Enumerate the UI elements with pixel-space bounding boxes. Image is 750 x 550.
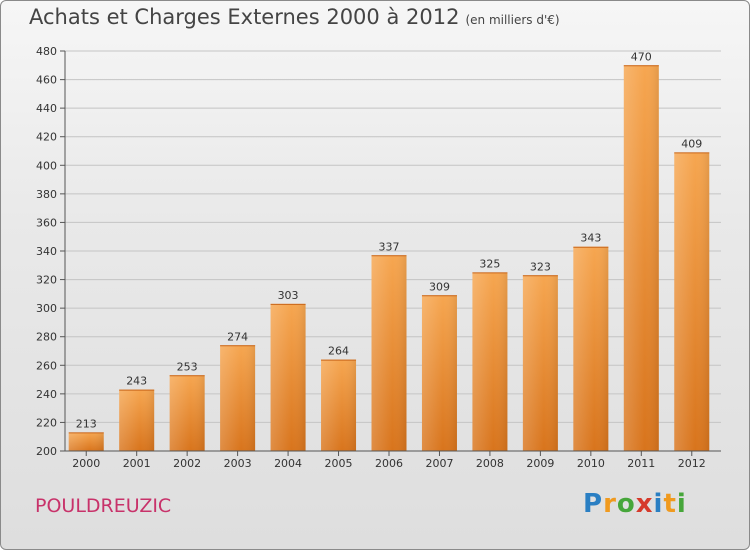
bar-shade-2012 <box>674 152 710 451</box>
y-tick-label-280: 280 <box>36 331 57 344</box>
y-tick-label-320: 320 <box>36 274 57 287</box>
x-tick-label-2003: 2003 <box>224 457 252 470</box>
x-tick-label-2007: 2007 <box>425 457 453 470</box>
bar-layer <box>68 65 710 452</box>
x-tick-label-2008: 2008 <box>476 457 504 470</box>
y-tick-label-200: 200 <box>36 445 57 458</box>
y-tick-label-420: 420 <box>36 131 57 144</box>
bar-shade-2010 <box>573 246 609 451</box>
bar-shade-2007 <box>421 295 457 451</box>
x-tick-label-2010: 2010 <box>577 457 605 470</box>
bar-shade-2006 <box>371 255 407 451</box>
logo-letter: x <box>635 489 654 519</box>
data-label-2005: 264 <box>328 345 349 358</box>
data-label-2004: 303 <box>278 289 299 302</box>
x-tick-label-2012: 2012 <box>678 457 706 470</box>
data-label-2009: 323 <box>530 260 551 273</box>
logo-letter: i <box>653 489 664 519</box>
y-tick-label-480: 480 <box>36 45 57 58</box>
x-tick-label-2011: 2011 <box>627 457 655 470</box>
y-tick-label-400: 400 <box>36 159 57 172</box>
data-label-2000: 213 <box>76 417 97 430</box>
y-tick-label-300: 300 <box>36 302 57 315</box>
bar-shade-2002 <box>169 375 205 451</box>
data-label-2007: 309 <box>429 280 450 293</box>
chart-title-text: Achats et Charges Externes 2000 à 2012 <box>29 5 460 29</box>
y-tick-label-260: 260 <box>36 359 57 372</box>
y-tick-label-220: 220 <box>36 416 57 429</box>
bar-shade-2009 <box>522 275 558 451</box>
data-label-2011: 470 <box>631 50 652 63</box>
logo-letter: i <box>676 489 687 519</box>
data-label-2006: 337 <box>379 240 400 253</box>
data-label-2001: 243 <box>126 375 147 388</box>
data-label-2010: 343 <box>580 232 601 245</box>
x-tick-label-2009: 2009 <box>526 457 554 470</box>
label-layer: 213 243 253 274 303 264 337 309 325 323 343 470 409 <box>76 50 703 430</box>
y-tick-label-340: 340 <box>36 245 57 258</box>
x-tick-label-2000: 2000 <box>72 457 100 470</box>
logo-letter: P <box>583 489 604 519</box>
x-tick-label-2001: 2001 <box>123 457 151 470</box>
y-tick-label-240: 240 <box>36 388 57 401</box>
commune-name: POULDREUZIC <box>35 495 172 517</box>
y-tick-label-440: 440 <box>36 102 57 115</box>
logo-letter: r <box>603 489 617 519</box>
chart-unit: (en milliers d'€) <box>465 13 560 27</box>
bar-shade-2008 <box>472 272 508 451</box>
data-label-2008: 325 <box>479 257 500 270</box>
logo-letter: o <box>616 489 636 519</box>
x-tick-label-2006: 2006 <box>375 457 403 470</box>
logo-letter: t <box>663 489 677 519</box>
bar-shade-2011 <box>623 65 659 452</box>
bar-shade-2003 <box>220 345 256 451</box>
axis-layer: 200 220 240 260 280 300 320 340 360 380 400 420 440 4… <box>36 45 721 470</box>
bar-shade-2000 <box>68 432 104 451</box>
bar-shade-2001 <box>119 389 155 451</box>
data-label-2002: 253 <box>177 360 198 373</box>
x-tick-label-2002: 2002 <box>173 457 201 470</box>
y-tick-label-360: 360 <box>36 216 57 229</box>
bar-shade-2004 <box>270 303 306 451</box>
data-label-2012: 409 <box>681 137 702 150</box>
x-tick-label-2004: 2004 <box>274 457 302 470</box>
data-label-2003: 274 <box>227 330 248 343</box>
proxiti-logo[interactable]: Proxiti <box>583 489 687 519</box>
bar-shade-2005 <box>321 359 357 451</box>
chart-title: Achats et Charges Externes 2000 à 2012 (e… <box>29 5 560 29</box>
x-tick-label-2005: 2005 <box>325 457 353 470</box>
y-tick-label-460: 460 <box>36 74 57 87</box>
y-tick-label-380: 380 <box>36 188 57 201</box>
